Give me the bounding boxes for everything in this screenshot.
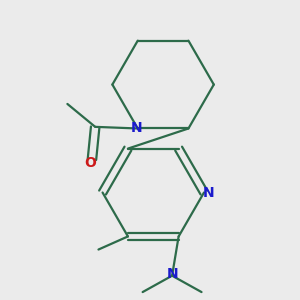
- Text: N: N: [166, 267, 178, 281]
- Text: N: N: [130, 122, 142, 136]
- Text: O: O: [84, 157, 96, 170]
- Text: N: N: [203, 185, 215, 200]
